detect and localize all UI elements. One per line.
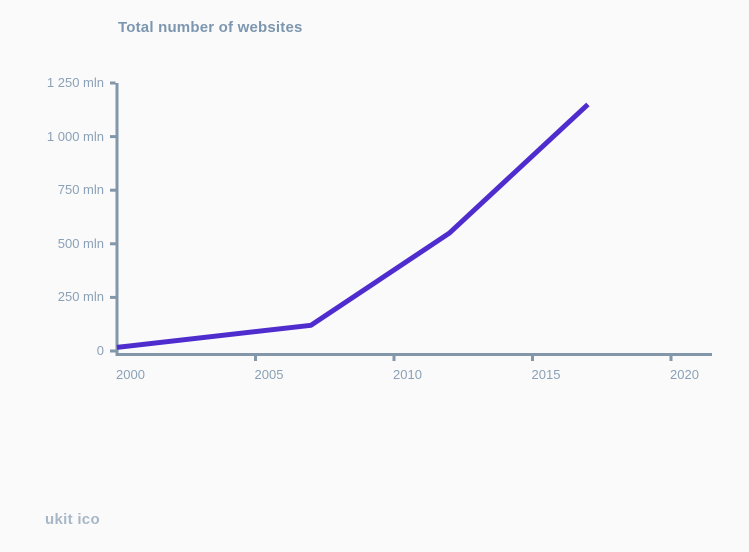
- x-tick-label: 2010: [393, 367, 422, 382]
- y-tick-label: 1 000 mln: [46, 128, 104, 144]
- y-tick-label: 250 mln: [57, 289, 104, 305]
- x-tick-label: 2015: [531, 367, 561, 382]
- series-line-total-websites: [116, 102, 590, 350]
- watermark-ukit-ico: ukit ico: [45, 511, 100, 528]
- chart-title: Total number of websites: [118, 19, 303, 36]
- x-tick-label: 2020: [670, 367, 699, 382]
- x-tick-label: 2005: [254, 367, 284, 382]
- x-tick-label: 2000: [116, 367, 145, 382]
- tick-marks: [110, 81, 673, 361]
- y-tick-label: 0: [96, 343, 104, 358]
- y-tick-label: 500 mln: [57, 235, 104, 251]
- y-tick-label: 1 250 mln: [46, 75, 104, 90]
- y-tick-label: 750 mln: [57, 182, 104, 198]
